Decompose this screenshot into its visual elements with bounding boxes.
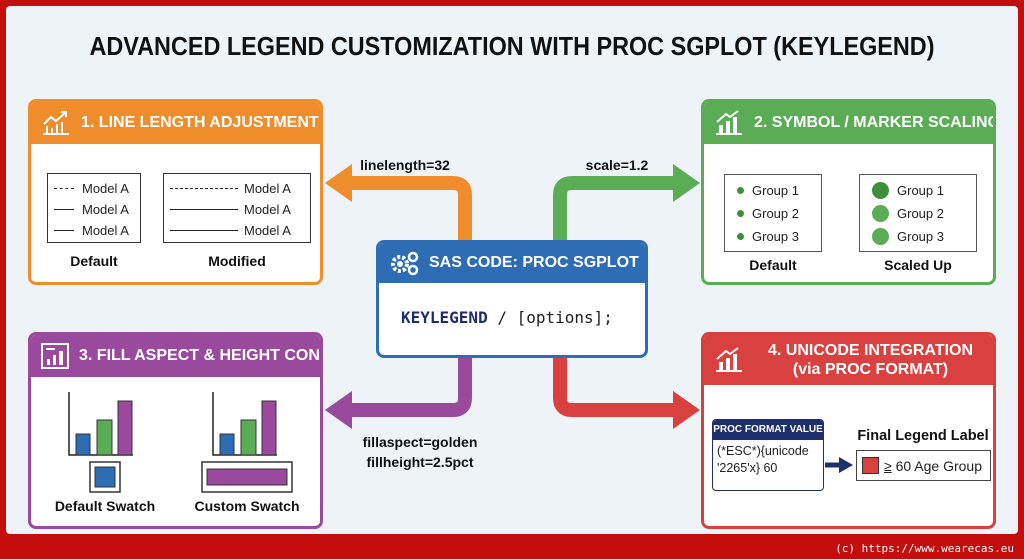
arrow-red <box>553 356 680 417</box>
page-title: ADVANCED LEGEND CUSTOMIZATION WITH PROC … <box>89 31 935 61</box>
ge-symbol: ≥ <box>884 457 892 474</box>
legend-entry: Group 3 <box>752 229 799 244</box>
arrow-purple <box>345 356 472 417</box>
legend-entry: Group 2 <box>897 206 944 221</box>
format-line: (*ESC*){unicode <box>717 444 809 458</box>
default-caption: Default <box>70 253 118 269</box>
panel-unicode: 4. UNICODE INTEGRATION (via PROC FORMAT)… <box>701 332 996 529</box>
modified-caption: Modified <box>208 253 266 269</box>
legend-entry: Group 1 <box>752 183 799 198</box>
fillaspect-label: fillaspect=golden <box>362 434 478 450</box>
final-legend-title: Final Legend Label <box>857 428 989 444</box>
sas-code-header: SAS CODE: PROC SGPLOT <box>379 243 645 283</box>
modified-legend: Model A Model A Model A <box>163 173 311 243</box>
panel-fill-aspect: 3. FILL ASPECT & HEIGHT CONTROL Default … <box>28 332 323 529</box>
arrow-orange <box>345 176 472 242</box>
gears-icon <box>391 251 419 276</box>
fillheight-label: fillheight=2.5pct <box>366 454 474 470</box>
final-legend-text: 60 Age Group <box>891 457 982 474</box>
proc-format-header: PROC FORMAT VALUE <box>713 420 823 440</box>
bar-purple <box>117 400 133 456</box>
panel-header: 3. FILL ASPECT & HEIGHT CONTROL <box>31 335 320 377</box>
legend-entry: Model A <box>244 223 291 238</box>
panel-title: 2. SYMBOL / MARKER SCALING <box>754 114 996 131</box>
legend-entry: Model A <box>244 202 291 217</box>
bar-green <box>240 419 257 456</box>
bar-blue <box>219 433 235 456</box>
custom-swatch <box>206 468 288 486</box>
linelength-label: linelength=32 <box>360 157 450 173</box>
arrowhead-orange <box>325 164 352 202</box>
legend-entry: Model A <box>82 202 129 217</box>
legend-entry: Group 2 <box>752 206 799 221</box>
panel-header: 4. UNICODE INTEGRATION (via PROC FORMAT) <box>704 335 993 385</box>
arrow-right-icon <box>825 457 853 473</box>
scaled-legend: Group 1 Group 2 Group 3 <box>859 174 977 252</box>
panel-line-length: 1. LINE LENGTH ADJUSTMENT Model A Model … <box>28 99 323 285</box>
scale-label: scale=1.2 <box>585 157 649 173</box>
code-options: / [options]; <box>487 308 613 327</box>
default-swatch-caption: Default Swatch <box>54 498 156 514</box>
arrowhead-red <box>673 391 700 429</box>
default-legend: Model A Model A Model A <box>47 173 141 243</box>
panel-title: 3. FILL ASPECT & HEIGHT CONTROL <box>79 347 320 364</box>
dashboard-chart-icon <box>41 343 69 369</box>
code-line: KEYLEGEND / [options]; <box>401 308 613 327</box>
bar-chart-icon <box>716 347 742 372</box>
legend-entry: Group 3 <box>897 229 944 244</box>
legend-entry: Group 1 <box>897 183 944 198</box>
default-swatch <box>94 466 116 488</box>
panel-title: 4. UNICODE INTEGRATION <box>767 342 974 359</box>
scaled-caption: Scaled Up <box>884 257 952 273</box>
default-bar-chart <box>68 392 133 493</box>
arrowhead-purple <box>325 391 352 429</box>
panel-marker-scaling: 2. SYMBOL / MARKER SCALING Group 1 Group… <box>701 99 996 285</box>
panel-header: 2. SYMBOL / MARKER SCALING <box>704 102 993 144</box>
legend-entry: Model A <box>244 181 291 196</box>
default-caption: Default <box>749 257 797 273</box>
sas-code-box: SAS CODE: PROC SGPLOT KEYLEGEND / [optio… <box>376 240 648 358</box>
bar-chart-icon <box>716 110 742 135</box>
code-keyword: KEYLEGEND <box>401 308 488 327</box>
panel-header: 1. LINE LENGTH ADJUSTMENT <box>31 102 320 144</box>
panel-title: 1. LINE LENGTH ADJUSTMENT <box>81 114 319 131</box>
red-swatch <box>862 457 879 474</box>
bar-purple <box>261 400 277 456</box>
legend-entry: Model A <box>82 223 129 238</box>
proc-format-box: PROC FORMAT VALUE (*ESC*){unicode '2265'… <box>712 419 824 491</box>
arrow-green <box>553 176 680 242</box>
arrowhead-green <box>673 164 700 202</box>
panel-subtitle: (via PROC FORMAT) <box>792 361 949 378</box>
sas-code-title: SAS CODE: PROC SGPLOT <box>429 254 639 271</box>
copyright-footer: (c) https://www.wearecas.eu <box>835 542 1014 555</box>
line-chart-icon <box>43 111 69 135</box>
bar-green <box>96 419 113 456</box>
format-line: '2265'x} 60 <box>717 461 778 475</box>
custom-swatch-caption: Custom Swatch <box>194 498 300 514</box>
legend-entry: Model A <box>82 181 129 196</box>
bar-blue <box>75 433 91 456</box>
fill-charts <box>68 392 293 493</box>
default-legend: Group 1 Group 2 Group 3 <box>724 174 822 252</box>
final-legend-box: ≥ 60 Age Group <box>856 450 991 481</box>
custom-bar-chart <box>201 392 293 493</box>
